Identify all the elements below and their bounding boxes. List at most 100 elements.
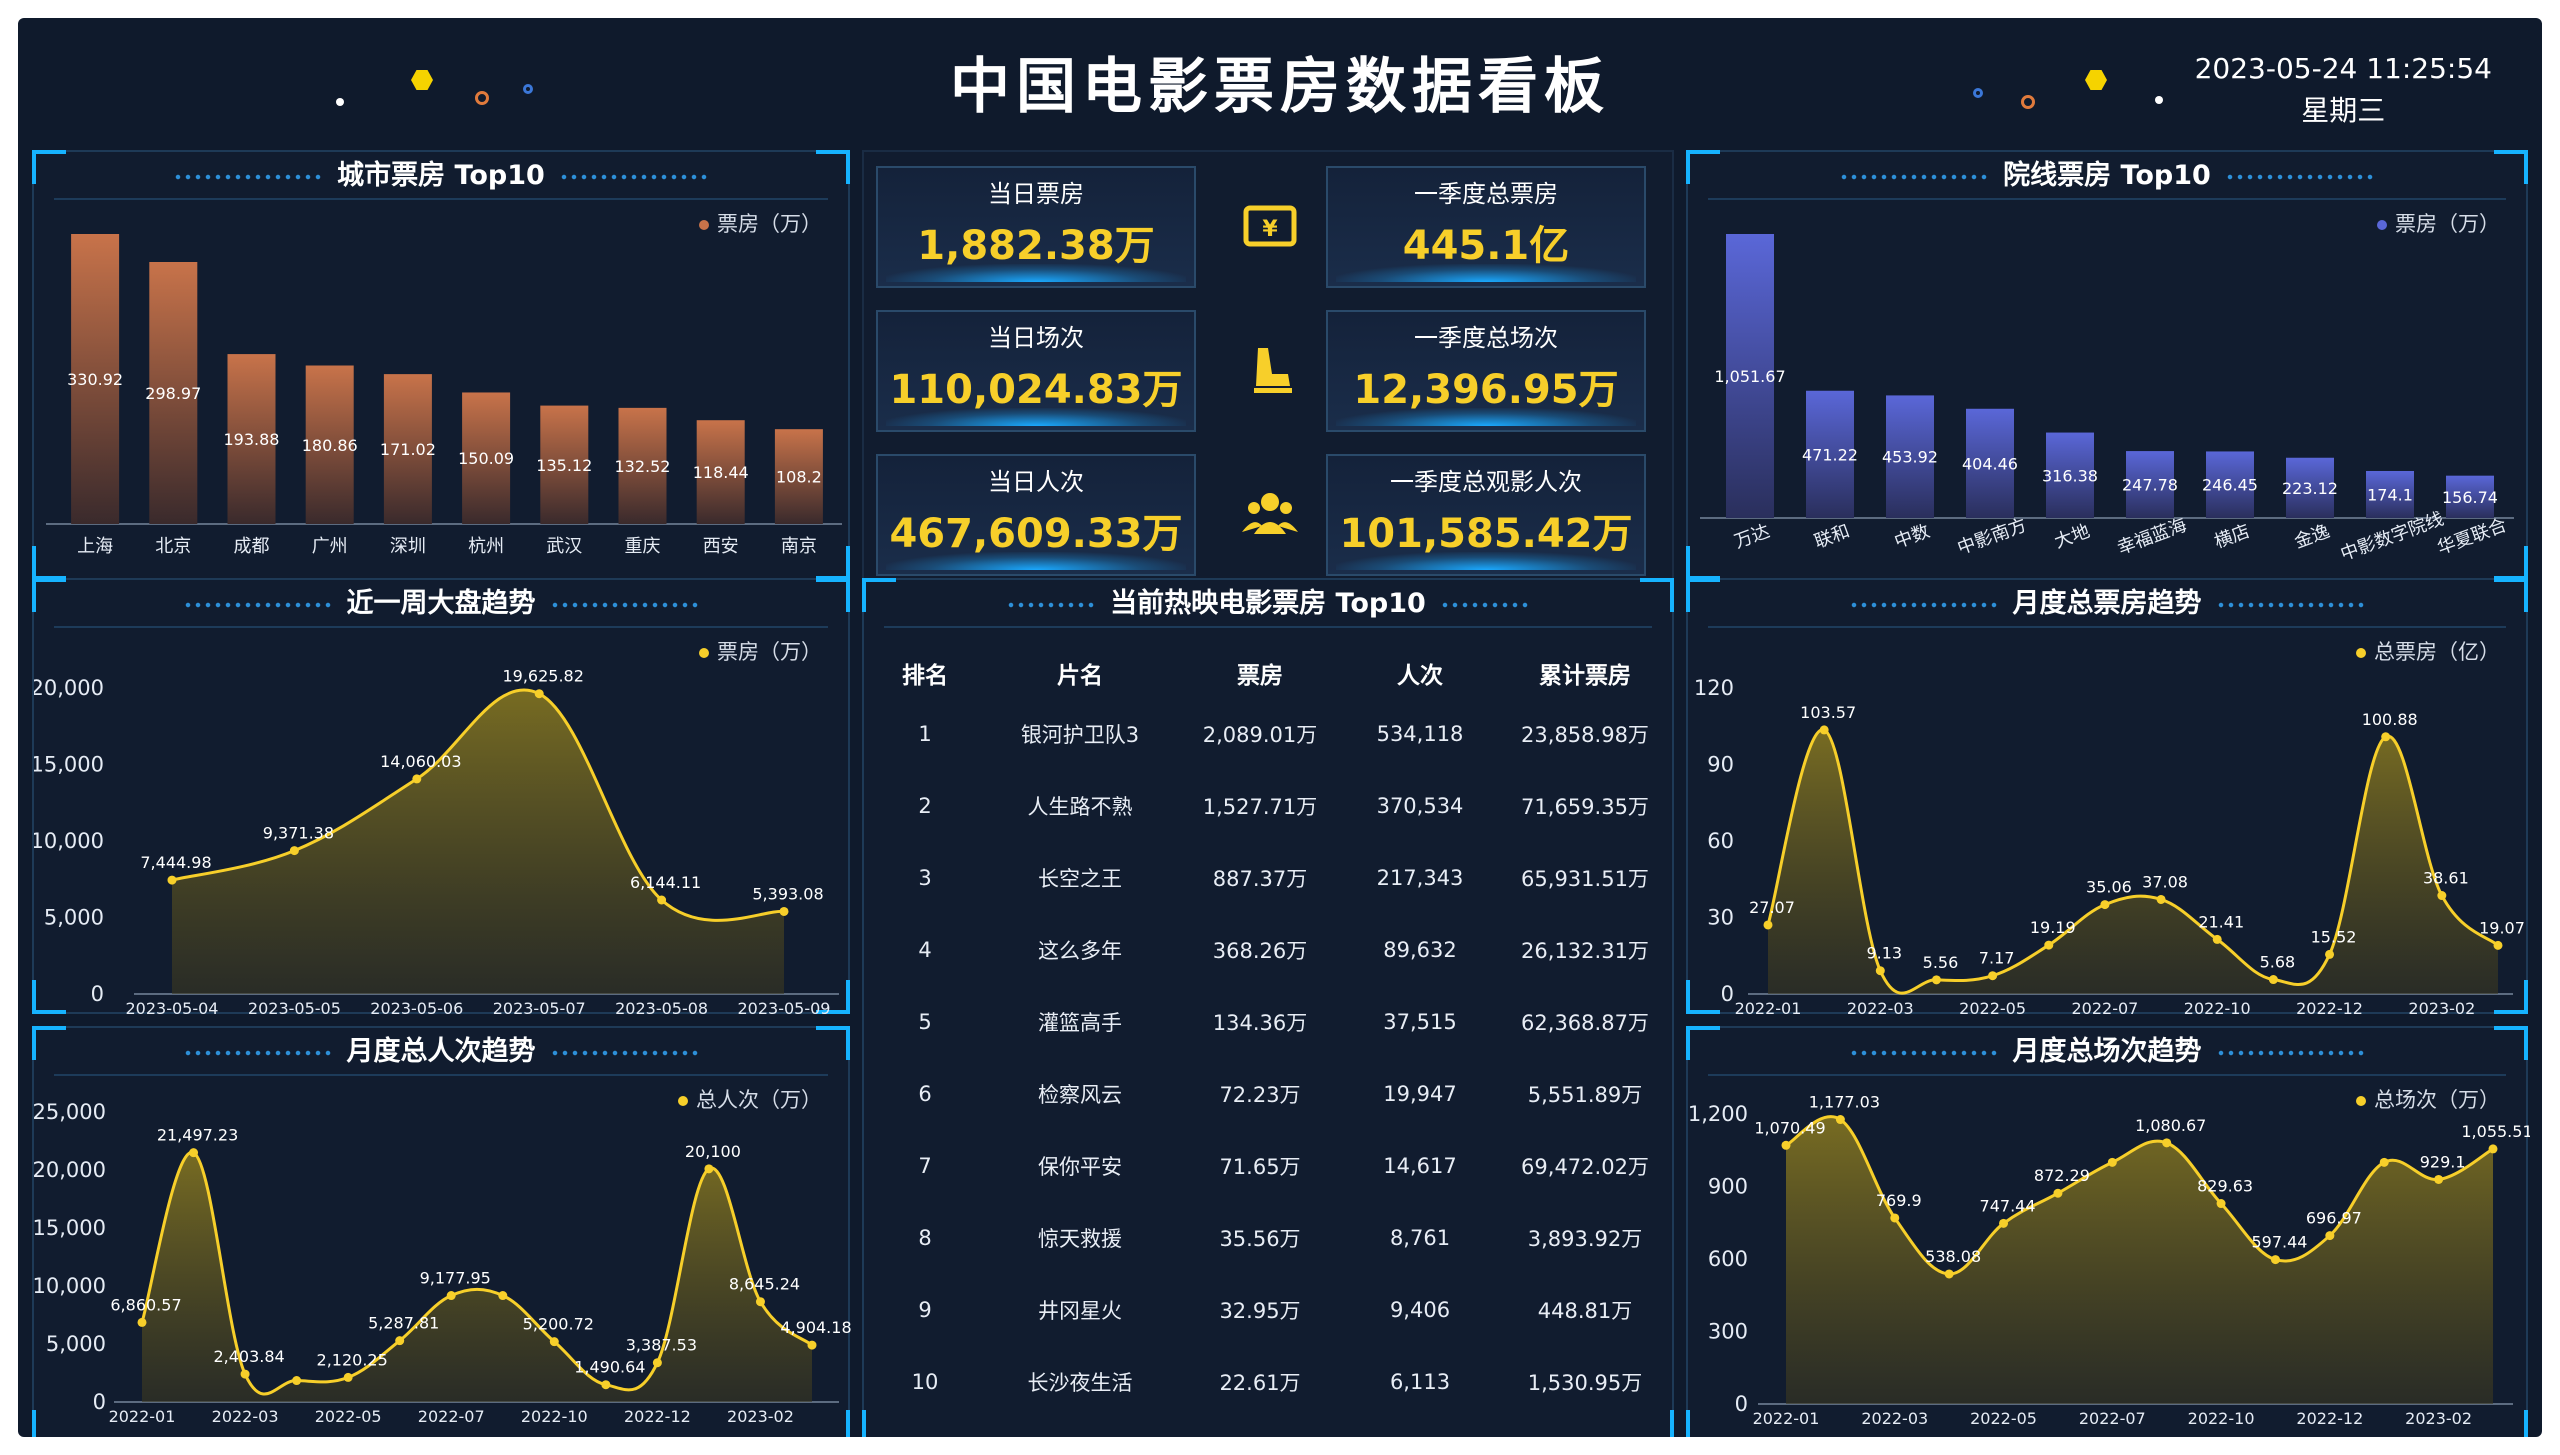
data-label: 471.22 bbox=[1802, 445, 1858, 464]
table-cell: 8,761 bbox=[1389, 1226, 1451, 1250]
header: 中国电影票房数据看板 2023-05-24 11:25:54 星期三 bbox=[18, 18, 2542, 158]
table-cell: 65,931.51万 bbox=[1521, 867, 1649, 891]
y-tick-label: 15,000 bbox=[34, 753, 104, 777]
table-cell: 71,659.35万 bbox=[1521, 795, 1649, 819]
city-bar-chart: 330.92 上海 298.97 北京 193.88 成都 180.86 广州 171.02 深圳… bbox=[46, 234, 842, 557]
data-point bbox=[779, 906, 789, 916]
data-point bbox=[657, 895, 667, 905]
x-tick-label: 2022-03 bbox=[212, 1407, 279, 1426]
kpi-value: 467,609.33万 bbox=[889, 511, 1183, 557]
table-cell: 长沙夜生活 bbox=[1027, 1371, 1133, 1395]
table-cell: 23,858.98万 bbox=[1521, 723, 1649, 747]
data-label: 453.92 bbox=[1882, 448, 1938, 467]
x-tick-label: 2023-02 bbox=[2405, 1409, 2472, 1428]
table-row[interactable]: 6 检察风云 72.23万 19,947 5,551.89万 bbox=[870, 1058, 1670, 1130]
tick-label: 重庆 bbox=[625, 536, 661, 557]
table-cell: 10 bbox=[911, 1370, 939, 1394]
data-label: 9.13 bbox=[1866, 944, 1902, 963]
data-point bbox=[446, 1291, 456, 1301]
bar bbox=[2206, 451, 2254, 518]
kpi-daily-shows: 当日场次 110,024.83万 bbox=[876, 310, 1196, 432]
data-label: 404.46 bbox=[1962, 454, 2018, 473]
table-cell: 134.36万 bbox=[1212, 1011, 1308, 1035]
data-label: 747.44 bbox=[1980, 1196, 2036, 1215]
tick-label: 成都 bbox=[234, 536, 270, 557]
decor-ring bbox=[475, 91, 489, 105]
x-tick-label: 2022-05 bbox=[1959, 999, 2026, 1016]
table-cell: 534,118 bbox=[1376, 722, 1464, 746]
x-tick-label: 2022-03 bbox=[1847, 999, 1914, 1016]
table-cell: 9 bbox=[918, 1298, 932, 1322]
x-tick-label: 2022-05 bbox=[315, 1407, 382, 1426]
data-label: 27.07 bbox=[1749, 898, 1795, 917]
data-label: 5.56 bbox=[1923, 953, 1959, 972]
table-cell: 26,132.31万 bbox=[1521, 939, 1649, 963]
table-row[interactable]: 2 人生路不熟 1,527.71万 370,534 71,659.35万 bbox=[870, 770, 1670, 842]
table-row[interactable]: 5 灌篮高手 134.36万 37,515 62,368.87万 bbox=[870, 986, 1670, 1058]
decor-hex-icon bbox=[2085, 70, 2107, 90]
table-row[interactable]: 7 保你平安 71.65万 14,617 69,472.02万 bbox=[870, 1130, 1670, 1202]
table-row[interactable]: 10 长沙夜生活 22.61万 6,113 1,530.95万 bbox=[870, 1346, 1670, 1418]
bar bbox=[71, 234, 120, 524]
data-point bbox=[2379, 1157, 2389, 1167]
data-label: 1,177.03 bbox=[1809, 1093, 1880, 1112]
data-label: 1,490.64 bbox=[574, 1358, 645, 1377]
data-point bbox=[2488, 1144, 2498, 1154]
data-label: 21,497.23 bbox=[157, 1126, 238, 1145]
column-header: 片名 bbox=[1057, 663, 1103, 689]
data-point bbox=[2107, 1157, 2117, 1167]
table-row[interactable]: 3 长空之王 887.37万 217,343 65,931.51万 bbox=[870, 842, 1670, 914]
table-cell: 22.61万 bbox=[1219, 1371, 1301, 1395]
table-cell: 6 bbox=[918, 1082, 932, 1106]
x-tick-label: 2022-10 bbox=[521, 1407, 588, 1426]
column-header: 排名 bbox=[902, 663, 948, 689]
table-cell: 217,343 bbox=[1376, 866, 1464, 890]
dashboard-screen: 中国电影票房数据看板 2023-05-24 11:25:54 星期三 城市票房 … bbox=[18, 18, 2542, 1437]
data-point bbox=[1890, 1213, 1900, 1223]
data-point bbox=[292, 1376, 302, 1386]
panel-title: 城市票房 Top10 bbox=[34, 156, 848, 196]
data-label: 19,625.82 bbox=[502, 667, 583, 686]
table-row[interactable]: 1 银河护卫队3 2,089.01万 534,118 23,858.98万 bbox=[870, 698, 1670, 770]
data-label: 330.92 bbox=[67, 370, 123, 389]
data-label: 5,287.81 bbox=[368, 1314, 439, 1333]
kpi-q1-audience: 一季度总观影人次 101,585.42万 bbox=[1326, 454, 1646, 576]
data-point bbox=[2270, 1255, 2280, 1265]
data-label: 118.44 bbox=[693, 463, 749, 482]
x-tick-label: 2022-01 bbox=[1735, 999, 1802, 1016]
y-tick-label: 900 bbox=[1708, 1175, 1748, 1199]
legend: 总票房（亿） bbox=[2356, 636, 2500, 666]
data-label: 6,860.57 bbox=[110, 1295, 181, 1314]
data-point bbox=[2437, 891, 2447, 901]
bar bbox=[2366, 470, 2414, 518]
ticket-icon: ¥ bbox=[1240, 196, 1300, 256]
x-tick-label: 2022-05 bbox=[1970, 1409, 2037, 1428]
table-row[interactable]: 9 井冈星火 32.95万 9,406 448.81万 bbox=[870, 1274, 1670, 1346]
kpi-daily-audience: 当日人次 467,609.33万 bbox=[876, 454, 1196, 576]
legend: 总人次（万） bbox=[678, 1084, 822, 1114]
data-point bbox=[167, 875, 177, 885]
panel-title: 院线票房 Top10 bbox=[1688, 156, 2526, 196]
y-tick-label: 90 bbox=[1707, 753, 1734, 777]
bar bbox=[383, 374, 432, 524]
data-point bbox=[1781, 1140, 1791, 1150]
table-row[interactable]: 4 这么多年 368.26万 89,632 26,132.31万 bbox=[870, 914, 1670, 986]
data-label: 2,120.25 bbox=[317, 1350, 388, 1369]
panel-week-trend: 近一周大盘趋势 票房（万） 0 5,000 10,000 15,000 20,000 7,… bbox=[32, 578, 850, 1016]
column-header: 累计票房 bbox=[1539, 663, 1631, 689]
table-cell: 72.23万 bbox=[1219, 1083, 1301, 1107]
data-point bbox=[652, 1358, 662, 1368]
data-point bbox=[240, 1369, 250, 1379]
y-tick-label: 0 bbox=[1721, 982, 1734, 1006]
data-label: 1,055.51 bbox=[2461, 1122, 2530, 1141]
tick-label: 大地 bbox=[2052, 521, 2093, 553]
data-label: 1,051.67 bbox=[1714, 367, 1785, 386]
bar bbox=[1966, 408, 2014, 518]
data-point bbox=[2325, 1231, 2335, 1241]
table-row[interactable]: 8 惊天救援 35.56万 8,761 3,893.92万 bbox=[870, 1202, 1670, 1274]
data-point bbox=[1999, 1218, 2009, 1228]
y-tick-label: 300 bbox=[1708, 1320, 1748, 1344]
data-point bbox=[498, 1291, 508, 1301]
data-point bbox=[2325, 949, 2335, 959]
y-tick-label: 15,000 bbox=[34, 1216, 106, 1240]
